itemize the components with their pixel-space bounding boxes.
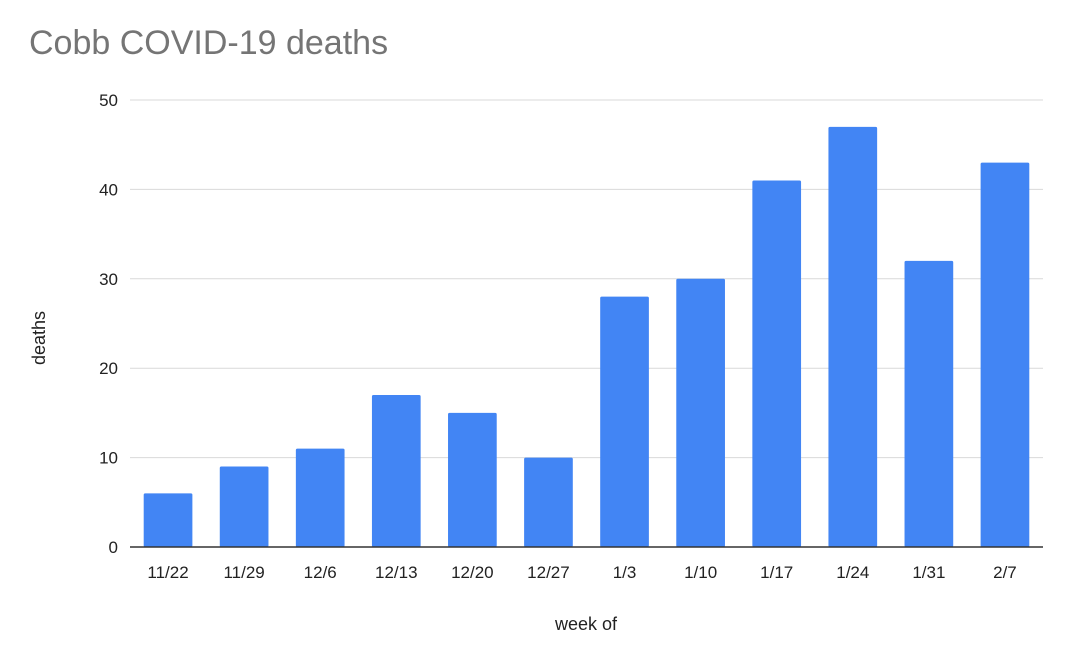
bar: [143, 493, 193, 547]
y-tick-label: 10: [99, 449, 118, 468]
y-tick-label: 30: [99, 270, 118, 289]
x-tick-label: 1/10: [684, 563, 717, 582]
x-tick-label: 12/6: [304, 563, 337, 582]
y-tick-label: 40: [99, 180, 118, 199]
bar: [904, 260, 954, 547]
x-axis-title: week of: [554, 614, 618, 634]
tick-labels: 0 10 20 30 40 50 11/22 11/29 12/6 12/13 12/20 12/27…: [99, 91, 1017, 582]
x-tick-label: 12/20: [451, 563, 494, 582]
y-tick-label: 20: [99, 359, 118, 378]
bars: [143, 126, 1030, 547]
bar: [980, 162, 1030, 547]
x-tick-label: 11/22: [147, 563, 188, 582]
x-tick-label: 1/17: [760, 563, 793, 582]
bar: [371, 395, 421, 547]
bar: [828, 126, 878, 547]
bar: [448, 412, 497, 547]
x-tick-label: 11/29: [223, 563, 264, 582]
bar: [219, 466, 269, 547]
bar: [676, 278, 725, 547]
x-tick-label: 1/3: [613, 563, 637, 582]
x-tick-label: 1/24: [836, 563, 869, 582]
x-tick-label: 12/27: [527, 563, 570, 582]
y-tick-label: 50: [99, 91, 118, 110]
x-tick-label: 2/7: [993, 563, 1017, 582]
bar: [295, 448, 345, 547]
x-tick-label: 1/31: [912, 563, 945, 582]
chart-title: Cobb COVID-19 deaths: [29, 24, 389, 62]
x-tick-label: 12/13: [375, 563, 418, 582]
y-tick-label: 0: [109, 538, 118, 557]
bar: [600, 296, 649, 547]
y-axis-title: deaths: [29, 311, 49, 365]
gridlines: [130, 99, 1043, 459]
bar: [752, 180, 802, 547]
bar: [524, 457, 573, 547]
